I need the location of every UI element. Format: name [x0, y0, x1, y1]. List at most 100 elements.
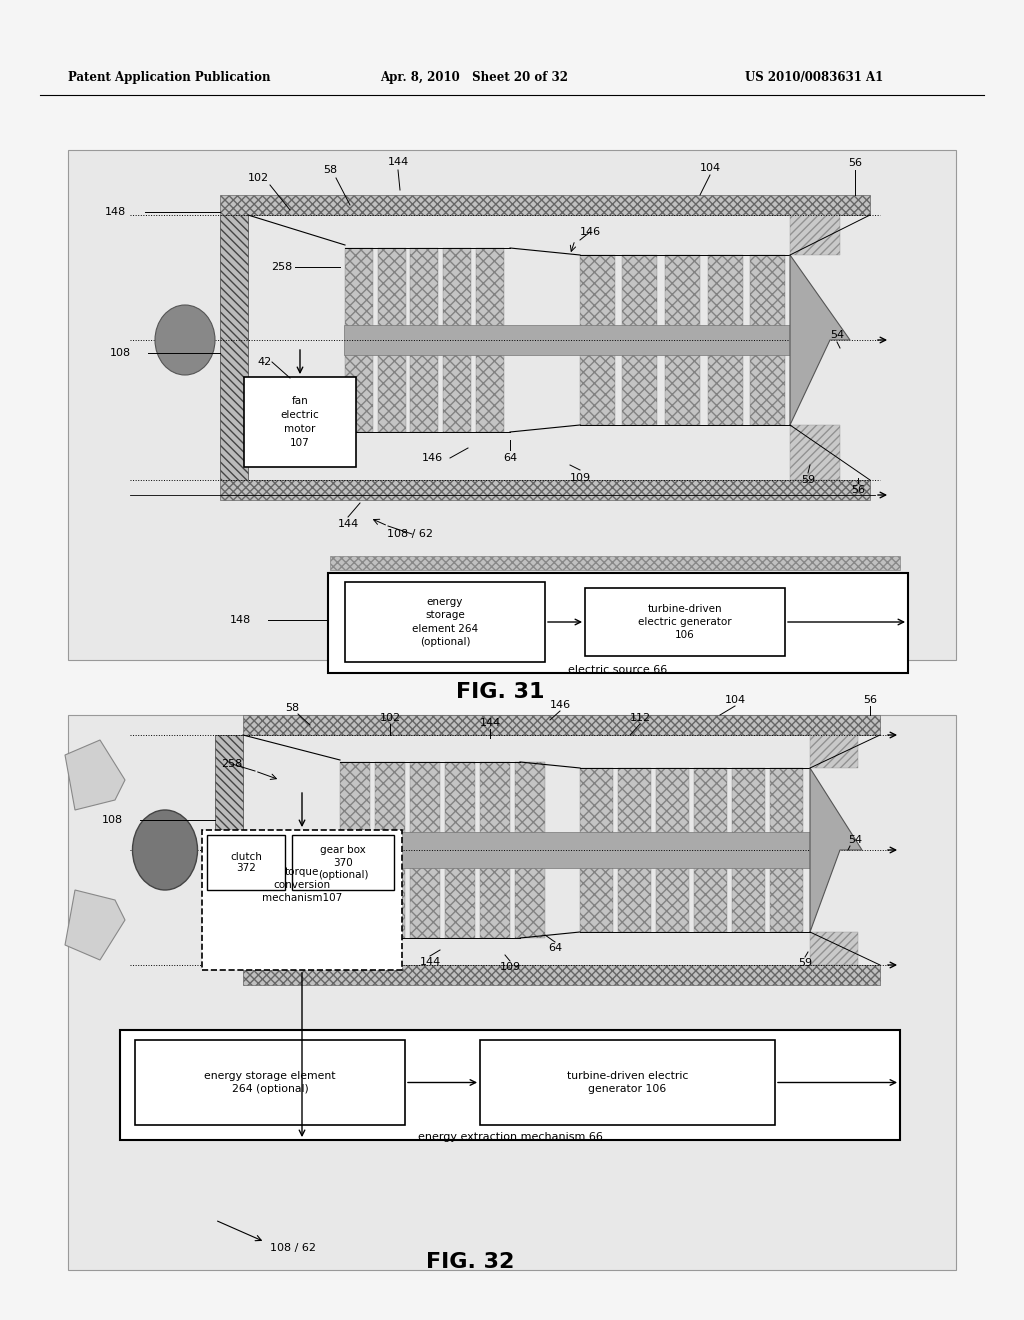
Text: fan
electric
motor
107: fan electric motor 107: [281, 396, 319, 447]
Bar: [292, 836, 394, 890]
Text: 56: 56: [863, 696, 877, 705]
Text: 54: 54: [848, 836, 862, 845]
Text: clutch
372: clutch 372: [230, 851, 262, 874]
Bar: [344, 325, 790, 355]
Bar: [244, 378, 356, 467]
Text: 108 / 62: 108 / 62: [270, 1243, 316, 1253]
Bar: [656, 768, 689, 932]
Text: 59: 59: [798, 958, 812, 968]
Text: 146: 146: [422, 453, 442, 463]
Text: turbine-driven electric
generator 106: turbine-driven electric generator 106: [567, 1071, 688, 1094]
Bar: [732, 768, 765, 932]
Text: 144: 144: [337, 519, 358, 529]
Text: electric source 66: electric source 66: [568, 665, 668, 675]
Text: 258: 258: [271, 261, 293, 272]
Bar: [243, 965, 880, 985]
Text: energy
storage
element 264
(optional): energy storage element 264 (optional): [412, 597, 478, 647]
Bar: [810, 932, 858, 965]
Text: 64: 64: [548, 942, 562, 953]
Bar: [515, 762, 545, 939]
Bar: [580, 768, 613, 932]
Text: torque
conversion
mechanism107: torque conversion mechanism107: [262, 867, 342, 903]
Bar: [68, 150, 956, 660]
Text: 144: 144: [420, 957, 440, 968]
Text: energy extraction mechanism 66: energy extraction mechanism 66: [418, 1133, 602, 1142]
Bar: [585, 587, 785, 656]
Text: turbine-driven
electric generator
106: turbine-driven electric generator 106: [638, 603, 732, 640]
Bar: [694, 768, 727, 932]
Bar: [220, 480, 870, 500]
Bar: [480, 1040, 775, 1125]
Polygon shape: [65, 890, 125, 960]
Text: 64: 64: [503, 453, 517, 463]
Bar: [68, 715, 956, 1270]
Text: Patent Application Publication: Patent Application Publication: [68, 71, 270, 84]
Ellipse shape: [155, 305, 215, 375]
Bar: [330, 556, 900, 570]
Bar: [340, 762, 370, 939]
Text: energy storage element
264 (optional): energy storage element 264 (optional): [204, 1071, 336, 1094]
Bar: [750, 255, 785, 425]
Text: 148: 148: [229, 615, 251, 624]
Text: 59: 59: [801, 475, 815, 484]
Polygon shape: [790, 255, 850, 425]
Bar: [207, 836, 285, 890]
Bar: [202, 830, 402, 970]
Text: 54: 54: [829, 330, 844, 341]
Bar: [770, 768, 803, 932]
Bar: [120, 1030, 900, 1140]
Bar: [708, 255, 743, 425]
Bar: [790, 425, 840, 480]
Bar: [340, 832, 810, 869]
Bar: [410, 762, 440, 939]
Bar: [476, 248, 504, 432]
Text: 148: 148: [104, 207, 126, 216]
Bar: [810, 735, 858, 768]
Text: 42: 42: [258, 356, 272, 367]
Text: 56: 56: [848, 158, 862, 168]
Bar: [328, 573, 908, 673]
Text: 104: 104: [699, 162, 721, 173]
Text: 58: 58: [285, 704, 299, 713]
Text: 109: 109: [500, 962, 520, 972]
Bar: [480, 762, 510, 939]
Ellipse shape: [132, 810, 198, 890]
Text: FIG. 31: FIG. 31: [456, 682, 544, 702]
Text: US 2010/0083631 A1: US 2010/0083631 A1: [745, 71, 884, 84]
Polygon shape: [65, 741, 125, 810]
Bar: [618, 768, 651, 932]
Bar: [445, 762, 475, 939]
Bar: [375, 762, 406, 939]
Text: 144: 144: [387, 157, 409, 168]
Bar: [580, 255, 615, 425]
Bar: [135, 1040, 406, 1125]
Polygon shape: [810, 768, 862, 932]
Text: 144: 144: [479, 718, 501, 729]
Text: Apr. 8, 2010   Sheet 20 of 32: Apr. 8, 2010 Sheet 20 of 32: [380, 71, 568, 84]
Text: 104: 104: [724, 696, 745, 705]
Text: 58: 58: [323, 165, 337, 176]
Bar: [443, 248, 471, 432]
Text: 108 / 62: 108 / 62: [387, 529, 433, 539]
Text: 102: 102: [380, 713, 400, 723]
Bar: [243, 715, 880, 735]
Text: 146: 146: [550, 700, 570, 710]
Text: 146: 146: [580, 227, 600, 238]
Text: 258: 258: [221, 759, 243, 770]
Bar: [345, 582, 545, 663]
Bar: [410, 248, 438, 432]
Text: 108: 108: [110, 348, 131, 358]
Bar: [790, 215, 840, 255]
Text: 102: 102: [248, 173, 268, 183]
Bar: [378, 248, 406, 432]
Bar: [220, 215, 248, 480]
Text: 109: 109: [569, 473, 591, 483]
Bar: [220, 195, 870, 215]
Text: 108: 108: [101, 814, 123, 825]
Text: FIG. 32: FIG. 32: [426, 1251, 514, 1272]
Bar: [215, 735, 243, 965]
Bar: [345, 248, 373, 432]
Text: 56: 56: [851, 484, 865, 495]
Text: 112: 112: [630, 713, 650, 723]
Bar: [622, 255, 657, 425]
